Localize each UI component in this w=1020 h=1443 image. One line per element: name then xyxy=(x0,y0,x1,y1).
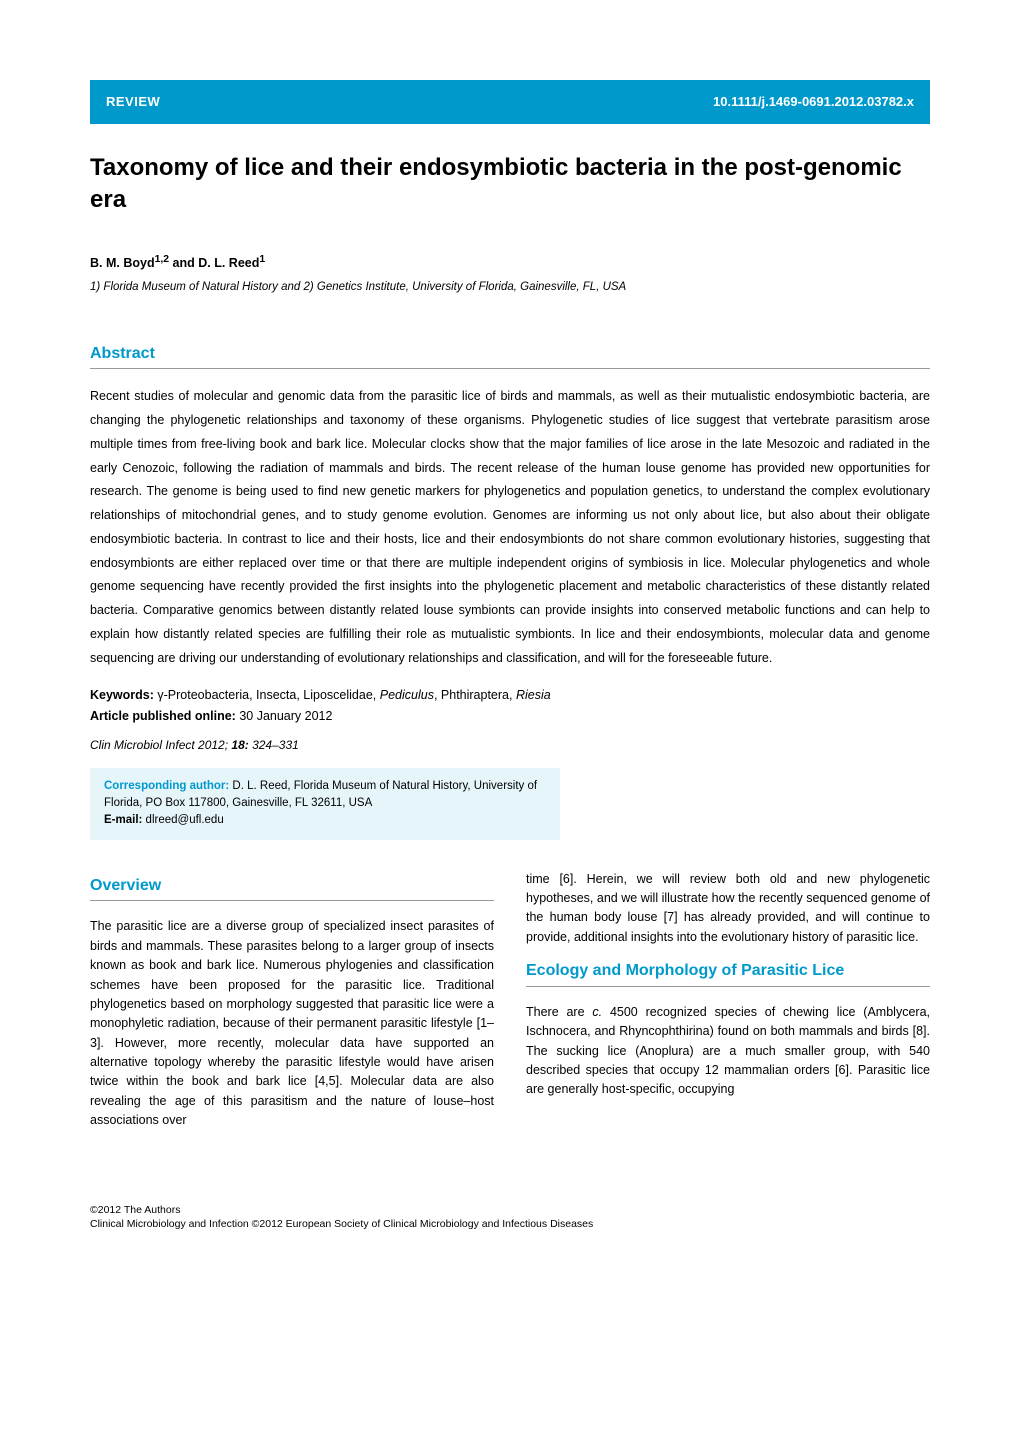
corresponding-label: Corresponding author: xyxy=(104,780,229,792)
email-label: E-mail: xyxy=(104,814,142,826)
left-column: Overview The parasitic lice are a divers… xyxy=(90,870,494,1143)
citation: Clin Microbiol Infect 2012; 18: 324–331 xyxy=(90,736,930,754)
banner-doi: 10.1111/j.1469-0691.2012.03782.x xyxy=(713,92,914,112)
corresponding-email: dlreed@ufl.edu xyxy=(146,814,224,826)
abstract-rule xyxy=(90,368,930,369)
two-column-body: Overview The parasitic lice are a divers… xyxy=(90,870,930,1143)
keywords-label: Keywords: xyxy=(90,688,154,702)
keywords-text: γ-Proteobacteria, Insecta, Liposcelidae,… xyxy=(157,688,550,702)
ecology-heading: Ecology and Morphology of Parasitic Lice xyxy=(526,959,930,984)
article-title: Taxonomy of lice and their endosymbiotic… xyxy=(90,152,930,217)
abstract-heading: Abstract xyxy=(90,342,930,366)
overview-heading: Overview xyxy=(90,874,494,899)
review-banner: REVIEW 10.1111/j.1469-0691.2012.03782.x xyxy=(90,80,930,124)
authors: B. M. Boyd1,2 and D. L. Reed1 xyxy=(90,252,930,273)
ecology-rule xyxy=(526,986,930,987)
ecology-body: There are c. 4500 recognized species of … xyxy=(526,1003,930,1100)
published-line: Article published online: 30 January 201… xyxy=(90,707,930,726)
abstract-body: Recent studies of molecular and genomic … xyxy=(90,385,930,670)
affiliation: 1) Florida Museum of Natural History and… xyxy=(90,279,930,296)
keywords-line: Keywords: γ-Proteobacteria, Insecta, Lip… xyxy=(90,686,930,705)
footer-line-2: Clinical Microbiology and Infection ©201… xyxy=(90,1217,930,1232)
page-footer: ©2012 The Authors Clinical Microbiology … xyxy=(90,1203,930,1232)
corresponding-author-box: Corresponding author: D. L. Reed, Florid… xyxy=(90,768,560,840)
overview-body-cont: time [6]. Herein, we will review both ol… xyxy=(526,870,930,948)
right-column: time [6]. Herein, we will review both ol… xyxy=(526,870,930,1143)
published-label: Article published online: xyxy=(90,709,236,723)
banner-label: REVIEW xyxy=(106,92,160,112)
footer-line-1: ©2012 The Authors xyxy=(90,1203,930,1218)
published-date: 30 January 2012 xyxy=(239,709,332,723)
overview-body: The parasitic lice are a diverse group o… xyxy=(90,917,494,1130)
overview-rule xyxy=(90,900,494,901)
